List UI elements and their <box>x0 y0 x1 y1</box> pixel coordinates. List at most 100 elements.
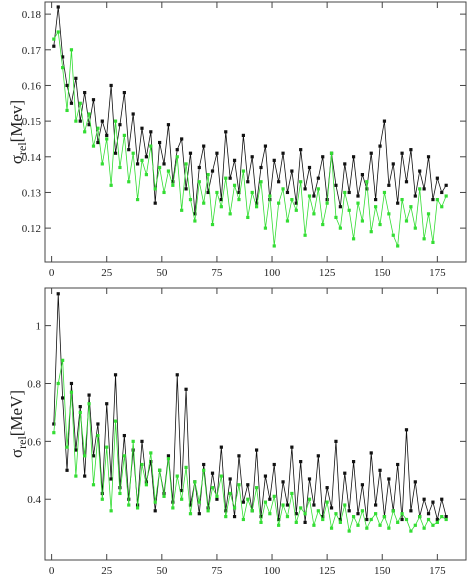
data-point <box>232 506 237 510</box>
data-point <box>78 119 82 123</box>
data-point <box>96 126 100 130</box>
y-tick-label: 0.6 <box>27 436 41 448</box>
data-point <box>259 165 263 170</box>
data-point <box>435 517 439 522</box>
data-point <box>250 509 254 513</box>
data-point <box>83 130 87 134</box>
data-point <box>369 230 373 234</box>
data-point <box>193 480 197 484</box>
data-point <box>246 180 250 184</box>
data-point <box>426 212 431 216</box>
data-point <box>356 201 360 205</box>
data-point <box>360 509 365 513</box>
data-point <box>316 454 320 458</box>
data-point <box>105 137 109 141</box>
data-point <box>369 151 373 155</box>
data-point <box>241 133 245 137</box>
data-point <box>180 488 184 493</box>
data-point <box>228 491 232 496</box>
data-point <box>224 514 228 519</box>
data-point <box>422 187 426 191</box>
data-point <box>387 183 391 187</box>
data-point <box>224 176 228 180</box>
data-point <box>91 483 96 487</box>
data-point <box>268 194 272 198</box>
data-point <box>307 194 312 198</box>
data-point <box>277 517 281 522</box>
data-point <box>171 180 175 184</box>
data-point <box>153 187 157 191</box>
y-tick-label: 0.13 <box>22 187 42 199</box>
data-point <box>321 155 325 159</box>
data-point <box>329 526 334 530</box>
data-point <box>65 445 69 449</box>
data-point <box>232 158 237 162</box>
data-point <box>74 76 78 80</box>
data-point <box>197 165 201 170</box>
data-point <box>422 237 426 241</box>
series-line <box>53 30 447 247</box>
data-point <box>180 497 184 501</box>
data-point <box>206 509 210 513</box>
data-point <box>387 477 391 481</box>
data-point <box>307 477 312 481</box>
data-point <box>294 201 298 205</box>
y-tick-label: 0.14 <box>22 152 42 164</box>
data-point <box>144 173 148 177</box>
data-point <box>100 497 104 501</box>
data-point <box>127 180 131 184</box>
data-point <box>413 523 417 527</box>
data-point <box>272 494 276 498</box>
data-point <box>325 486 329 490</box>
data-point <box>404 180 409 184</box>
data-point <box>268 497 272 501</box>
data-point <box>259 520 263 524</box>
data-point <box>321 222 325 227</box>
data-point <box>409 529 413 533</box>
data-point <box>197 512 201 516</box>
data-point <box>396 520 400 524</box>
data-point <box>272 244 276 248</box>
data-point <box>215 494 219 498</box>
data-point <box>74 119 78 123</box>
data-point <box>237 197 241 202</box>
data-point <box>391 233 395 237</box>
data-point <box>418 169 422 173</box>
data-point <box>91 98 96 102</box>
data-point <box>228 212 232 216</box>
data-point <box>52 37 56 41</box>
data-point <box>91 454 96 458</box>
data-point <box>263 144 268 148</box>
data-point <box>109 477 113 481</box>
data-point <box>343 471 347 475</box>
data-point <box>56 30 60 34</box>
data-point <box>202 468 206 472</box>
x-tick-label: 0 <box>49 267 55 279</box>
data-point <box>100 162 104 166</box>
data-point <box>404 219 409 223</box>
data-point <box>109 83 113 88</box>
data-point <box>241 517 245 522</box>
data-point <box>153 201 157 205</box>
data-point <box>316 187 320 191</box>
data-point <box>127 148 131 152</box>
data-point <box>193 212 197 216</box>
data-point <box>343 162 347 166</box>
data-point <box>232 183 237 187</box>
data-point <box>360 483 365 487</box>
data-point <box>246 215 250 220</box>
data-point <box>378 222 382 227</box>
data-point <box>135 162 140 166</box>
data-point <box>175 155 179 159</box>
data-point <box>219 197 223 202</box>
data-point <box>435 520 439 524</box>
data-point <box>382 190 387 195</box>
data-point <box>105 402 109 406</box>
data-point <box>351 514 356 519</box>
x-tick-label: 125 <box>319 267 336 279</box>
data-point <box>52 431 56 435</box>
data-point <box>351 460 356 464</box>
data-point <box>316 176 320 180</box>
data-point <box>351 237 356 241</box>
